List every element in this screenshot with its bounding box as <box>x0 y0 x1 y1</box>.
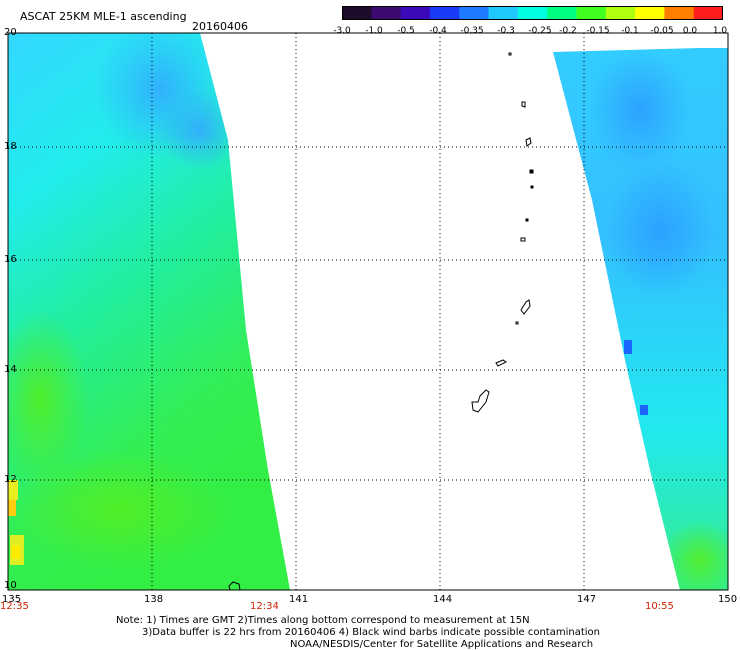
lat-tick-label: 12 <box>4 474 17 485</box>
colorbar-label: 0.0 <box>682 26 698 36</box>
lon-tick-label: 135 <box>2 594 22 605</box>
product-title: ASCAT 25KM MLE-1 ascending <box>20 10 187 23</box>
colorbar-label: -0.5 <box>397 26 415 36</box>
colorbar-label: -0.15 <box>586 26 610 36</box>
colorbar-label: 1.0 <box>712 26 728 36</box>
lat-tick-label: 10 <box>4 580 17 591</box>
colorbar-segment <box>664 6 695 20</box>
colorbar <box>342 6 723 20</box>
colorbar-segment <box>371 6 402 20</box>
colorbar-label: -0.1 <box>621 26 639 36</box>
colorbar-segment <box>400 6 431 20</box>
lon-tick-label: 144 <box>433 594 453 605</box>
colorbar-label: -0.25 <box>528 26 552 36</box>
islands <box>228 52 534 591</box>
lat-tick-label: 18 <box>4 141 17 152</box>
colorbar-segment <box>576 6 607 20</box>
colorbar-segment <box>547 6 578 20</box>
lon-tick-label: 141 <box>289 594 309 605</box>
colorbar-segment <box>342 6 372 20</box>
colorbar-border <box>342 6 723 20</box>
map-frame <box>7 32 729 591</box>
colorbar-labels: -3.0 -1.0 -0.5 -0.4 -0.35 -0.3 -0.25 -0.… <box>330 26 740 38</box>
colorbar-label: -1.0 <box>365 26 383 36</box>
pass-time-label: 12:34 <box>250 601 279 612</box>
note-line-1: Note: 1) Times are GMT 2)Times along bot… <box>116 615 530 626</box>
colorbar-label: -0.4 <box>429 26 447 36</box>
colorbar-segment <box>429 6 460 20</box>
note-line-3: NOAA/NESDIS/Center for Satellite Applica… <box>290 639 594 650</box>
colorbar-label: -0.3 <box>497 26 515 36</box>
colorbar-segment <box>488 6 519 20</box>
lon-tick-label: 147 <box>577 594 597 605</box>
colorbar-segment <box>517 6 548 20</box>
pass-time-label: 10:55 <box>645 601 674 612</box>
colorbar-segment <box>693 6 723 20</box>
colorbar-segment <box>605 6 636 20</box>
gridlines <box>8 33 728 590</box>
lon-tick-label: 138 <box>144 594 164 605</box>
colorbar-segment <box>459 6 490 20</box>
west-swath <box>8 33 290 590</box>
colorbar-label: -0.05 <box>650 26 674 36</box>
note-line-2: 3)Data buffer is 22 hrs from 20160406 4)… <box>142 627 600 638</box>
lat-tick-label: 16 <box>4 254 17 265</box>
east-swath <box>553 48 728 590</box>
colorbar-segment <box>635 6 665 20</box>
pass-time-label: 12:35 <box>0 601 29 612</box>
colorbar-label: -0.35 <box>460 26 484 36</box>
colorbar-label: -0.2 <box>559 26 577 36</box>
product-date: 20160406 <box>192 20 248 33</box>
colorbar-label: -3.0 <box>333 26 351 36</box>
lat-tick-label: 20 <box>4 27 17 38</box>
lat-tick-label: 14 <box>4 364 17 375</box>
lon-tick-label: 150 <box>718 594 738 605</box>
